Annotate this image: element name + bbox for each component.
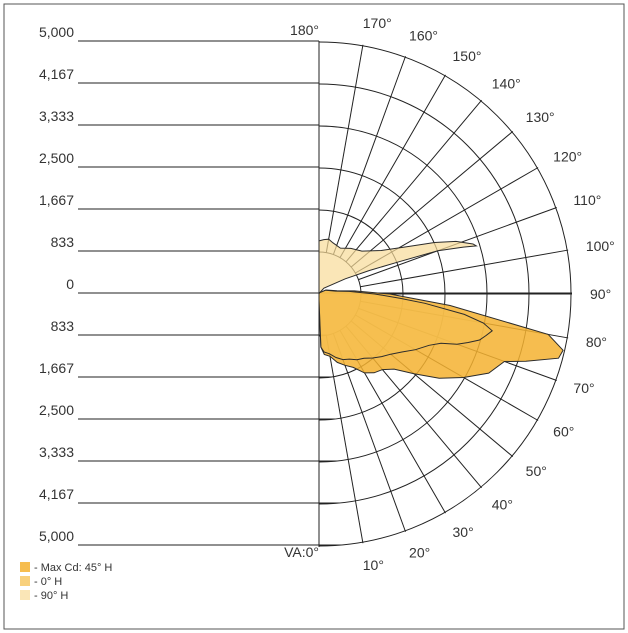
angle-label: 80° [586,334,607,350]
angle-label: 30° [453,524,474,540]
radial-tick-label: 0 [66,276,74,292]
angle-label: 120° [553,149,582,165]
grid-spoke [325,335,364,544]
legend-swatch [20,590,30,600]
angle-label: 50° [526,463,547,479]
legend-swatch [20,562,30,572]
grid-spoke [360,249,569,288]
radial-tick-label: 5,000 [39,24,74,40]
grid-spoke [332,333,407,532]
angle-label: 40° [492,497,513,513]
radial-tick-label: 5,000 [39,528,74,544]
grid-spoke [325,44,364,253]
angle-label: 140° [492,75,521,91]
radial-tick-label: 4,167 [39,66,74,82]
legend-label: - 0° H [34,576,62,588]
radial-tick-label: 1,667 [39,360,74,376]
angle-label: 60° [553,424,574,440]
radial-tick-label: 4,167 [39,486,74,502]
angle-label: 70° [573,380,594,396]
grid-spoke [332,56,407,255]
angle-label: 10° [363,557,384,573]
legend: - Max Cd: 45° H - 0° H - 90° H [20,562,112,602]
radial-tick-label: 1,667 [39,192,74,208]
radial-tick-label: 833 [51,318,75,334]
angle-label: 180° [290,22,319,38]
radial-tick-label: 2,500 [39,150,74,166]
radial-tick-label: 833 [51,234,75,250]
angle-label: 110° [573,192,601,208]
angle-label: 160° [409,28,438,44]
series-2-shape [318,238,478,295]
angle-label: 20° [409,544,430,560]
axis-labels: 5,000 4,167 3,333 2,500 1,667 833 0 833 1,667 2,5… [39,15,615,573]
legend-label: - 90° H [34,590,68,602]
legend-label: - Max Cd: 45° H [34,562,112,574]
angle-label: 150° [453,48,482,64]
series-1-shape [318,289,493,361]
radial-tick-label: 2,500 [39,402,74,418]
radial-tick-label: 3,333 [39,108,74,124]
angle-label: VA:0° [284,544,319,560]
grid-spoke [345,99,483,263]
chart-frame [3,3,625,630]
radial-tick-label: 3,333 [39,444,74,460]
angle-label: 130° [526,109,555,125]
angle-label: 90° [590,286,611,302]
grid-spoke [339,74,446,258]
grid-spoke [350,130,514,268]
angle-label: 100° [586,238,615,254]
legend-swatch [20,576,30,586]
series-layer [318,238,564,379]
angle-label: 170° [363,15,392,31]
